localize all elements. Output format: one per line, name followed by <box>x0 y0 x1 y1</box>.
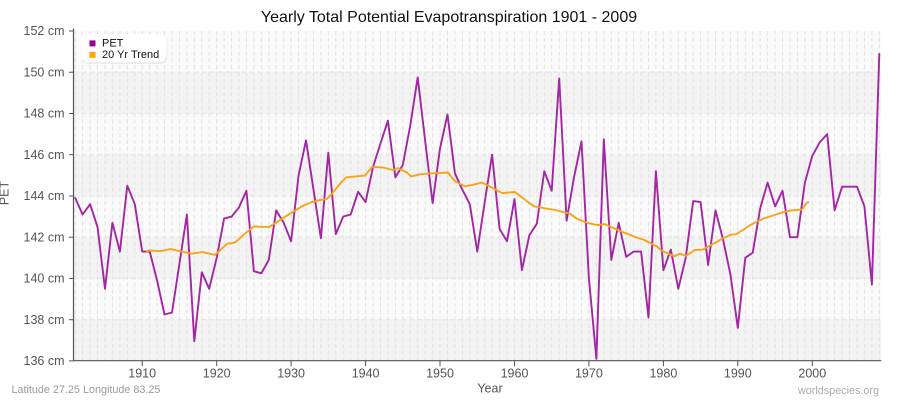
svg-text:1930: 1930 <box>277 367 305 381</box>
svg-text:138 cm: 138 cm <box>24 313 65 327</box>
svg-text:20 Yr Trend: 20 Yr Trend <box>102 49 159 61</box>
svg-text:146 cm: 146 cm <box>24 148 65 162</box>
svg-text:1950: 1950 <box>426 367 454 381</box>
svg-text:1990: 1990 <box>724 367 752 381</box>
svg-text:worldspecies.org: worldspecies.org <box>797 385 879 397</box>
svg-text:Yearly Total Potential Evapotr: Yearly Total Potential Evapotranspiratio… <box>261 9 637 26</box>
svg-text:PET: PET <box>0 180 12 205</box>
svg-text:1960: 1960 <box>501 367 529 381</box>
svg-text:1970: 1970 <box>575 367 603 381</box>
svg-text:Latitude 27.25 Longitude 83.25: Latitude 27.25 Longitude 83.25 <box>12 384 161 396</box>
svg-text:152 cm: 152 cm <box>24 24 65 38</box>
svg-text:PET: PET <box>102 37 124 49</box>
svg-text:136 cm: 136 cm <box>24 354 65 368</box>
svg-text:1910: 1910 <box>128 367 156 381</box>
svg-text:1940: 1940 <box>352 367 380 381</box>
svg-text:1980: 1980 <box>649 367 677 381</box>
svg-text:1920: 1920 <box>203 367 231 381</box>
svg-text:2000: 2000 <box>798 367 826 381</box>
svg-text:140 cm: 140 cm <box>24 272 65 286</box>
svg-text:Year: Year <box>477 382 502 396</box>
svg-text:150 cm: 150 cm <box>24 65 65 79</box>
svg-text:144 cm: 144 cm <box>24 189 65 203</box>
svg-text:142 cm: 142 cm <box>24 230 65 244</box>
svg-text:148 cm: 148 cm <box>24 107 65 121</box>
